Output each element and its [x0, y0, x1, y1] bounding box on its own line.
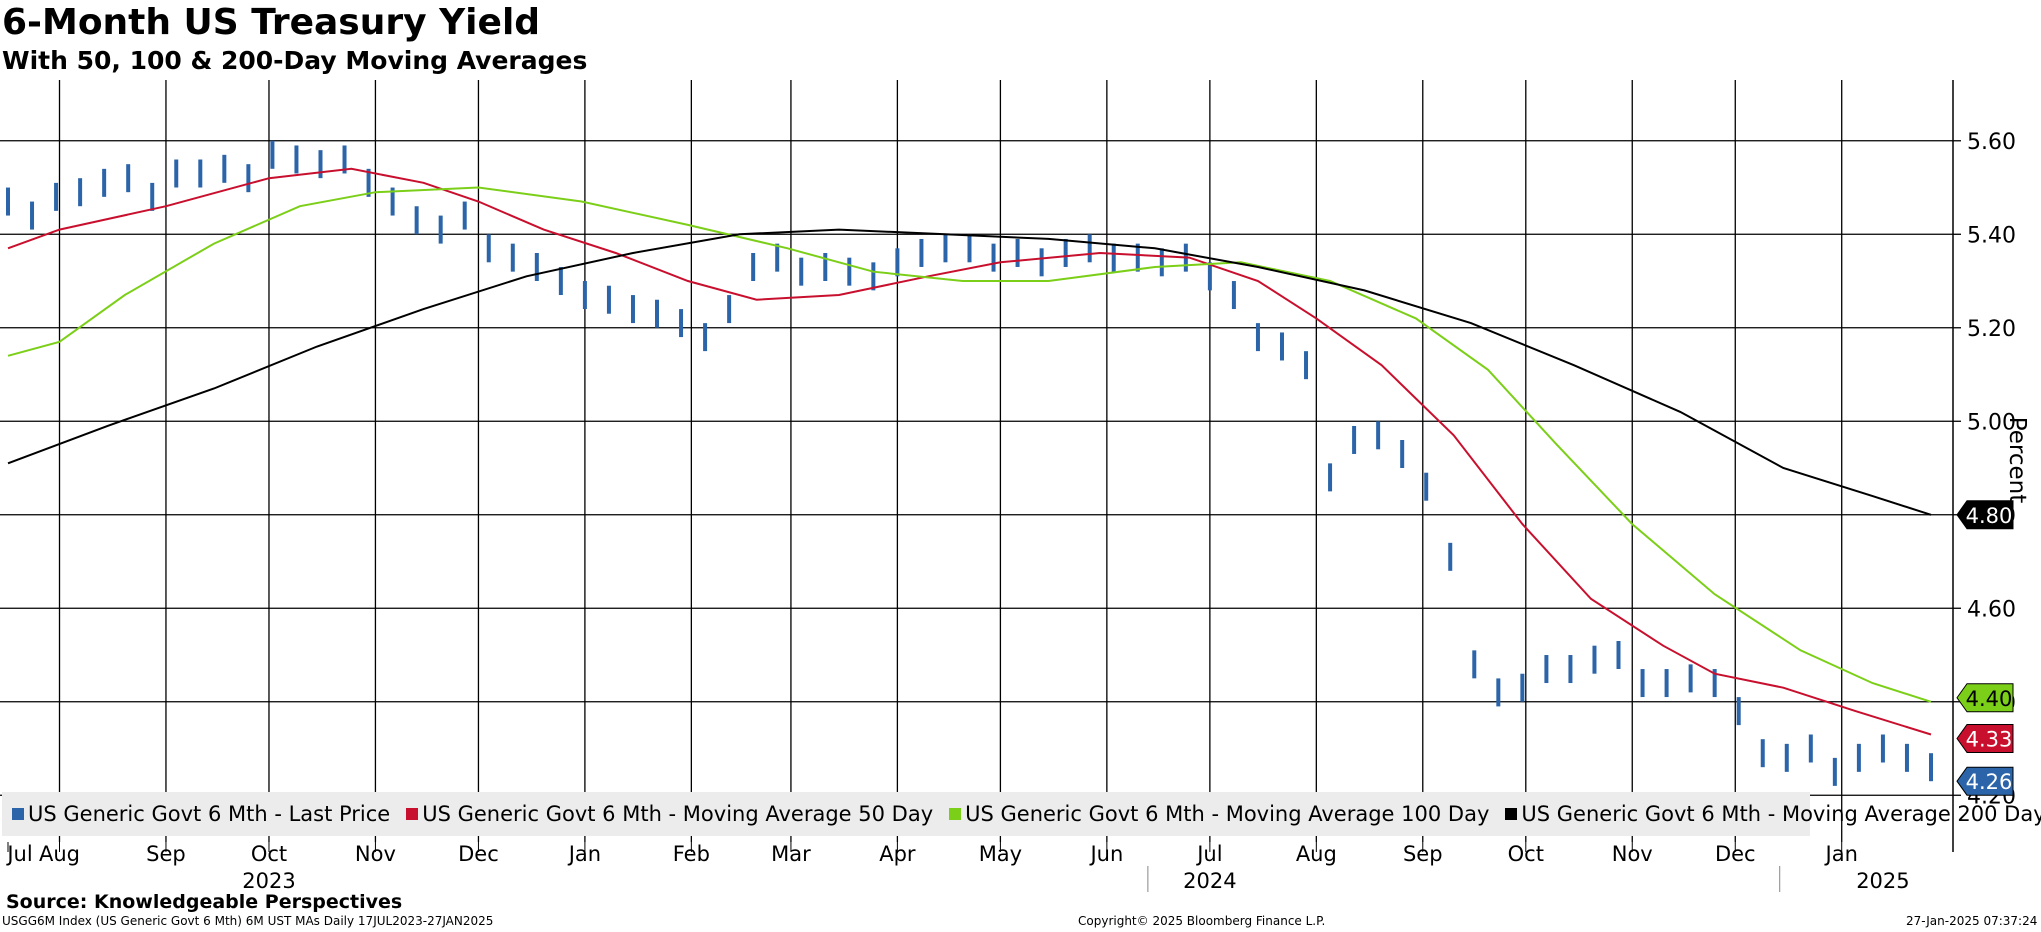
x-month-label: Jun — [1088, 842, 1123, 866]
legend-swatch-ma50 — [406, 808, 419, 820]
y-tick-label: 4.60 — [1967, 597, 2016, 622]
x-month-label: Jan — [1824, 842, 1858, 866]
y-tick-label: 5.20 — [1967, 317, 2016, 342]
x-month-label: Aug — [39, 842, 80, 866]
ma50-tag: 4.33 — [1956, 723, 2014, 753]
last-price-tag: 4.26 — [1956, 766, 2014, 796]
copyright: Copyright© 2025 Bloomberg Finance L.P. — [1078, 914, 1326, 928]
x-month-label: Dec — [1715, 842, 1756, 866]
legend-label-last-price: US Generic Govt 6 Mth - Last Price — [28, 802, 391, 826]
ma100-tag: 4.40 — [1956, 683, 2014, 713]
legend-label-ma50: US Generic Govt 6 Mth - Moving Average 5… — [422, 802, 934, 826]
ma200-tag: 4.80 — [1956, 500, 2014, 530]
ma100-tag-label: 4.40 — [1966, 687, 2013, 711]
ma200-tag-shape — [1956, 500, 2014, 530]
legend-swatch-ma100 — [949, 808, 962, 820]
x-year-label: 2024 — [1183, 869, 1236, 893]
x-month-label: Dec — [458, 842, 499, 866]
x-month-label: Nov — [355, 842, 396, 866]
x-month-label: Feb — [673, 842, 710, 866]
legend-item-last-price: US Generic Govt 6 Mth - Last Price — [12, 802, 390, 826]
ma200-tag-label: 4.80 — [1966, 504, 2013, 528]
legend: US Generic Govt 6 Mth - Last Price US Ge… — [2, 792, 2041, 836]
x-year-label: 2025 — [1856, 869, 1909, 893]
series-line-ma100 — [7, 186, 1932, 703]
x-month-label: Aug — [1296, 842, 1337, 866]
ma100-tag-shape — [1956, 683, 2014, 713]
index-info: USGG6M Index (US Generic Govt 6 Mth) 6M … — [2, 914, 494, 928]
legend-swatch-last-price — [12, 808, 24, 820]
x-month-label: Jan — [567, 842, 601, 866]
chart-subtitle: With 50, 100 & 200-Day Moving Averages — [2, 46, 588, 75]
x-month-label: Jul — [1195, 842, 1222, 866]
x-month-label: Jul — [5, 842, 32, 866]
source-note: Source: Knowledgeable Perspectives — [6, 891, 403, 913]
legend-label-ma100: US Generic Govt 6 Mth - Moving Average 1… — [965, 802, 1490, 826]
x-year-label: 2023 — [242, 869, 295, 893]
legend-item-ma100: US Generic Govt 6 Mth - Moving Average 1… — [949, 802, 1489, 826]
ma50-tag-label: 4.33 — [1966, 727, 2013, 751]
x-month-label: Nov — [1612, 842, 1653, 866]
x-month-label: Sep — [146, 842, 186, 866]
last-price-tag-shape — [1956, 766, 2014, 796]
y-axis-label: Percent — [2004, 417, 2030, 504]
legend-item-ma200: US Generic Govt 6 Mth - Moving Average 2… — [1505, 802, 2041, 826]
x-month-label: Oct — [1508, 842, 1544, 866]
legend-label-ma200: US Generic Govt 6 Mth - Moving Average 2… — [1521, 802, 2041, 826]
ma50-tag-shape — [1956, 723, 2014, 753]
series-line-ma200 — [7, 228, 1932, 516]
y-tick-label: 5.40 — [1967, 223, 2016, 248]
x-month-label: Oct — [251, 842, 287, 866]
chart-title: 6-Month US Treasury Yield — [2, 2, 541, 43]
legend-item-ma50: US Generic Govt 6 Mth - Moving Average 5… — [406, 802, 933, 826]
x-month-label: Apr — [879, 842, 916, 866]
y-tick-label: 5.00 — [1967, 410, 2016, 435]
x-month-label: Sep — [1403, 842, 1443, 866]
timestamp: 27-Jan-2025 07:37:24 — [1906, 914, 2038, 928]
x-month-label: Mar — [771, 842, 811, 866]
series-line-ma50 — [7, 167, 1932, 736]
x-month-label: May — [979, 842, 1022, 866]
last-price-tag-label: 4.26 — [1966, 770, 2013, 794]
legend-swatch-ma200 — [1505, 808, 1518, 820]
y-tick-label: 5.60 — [1967, 130, 2016, 155]
